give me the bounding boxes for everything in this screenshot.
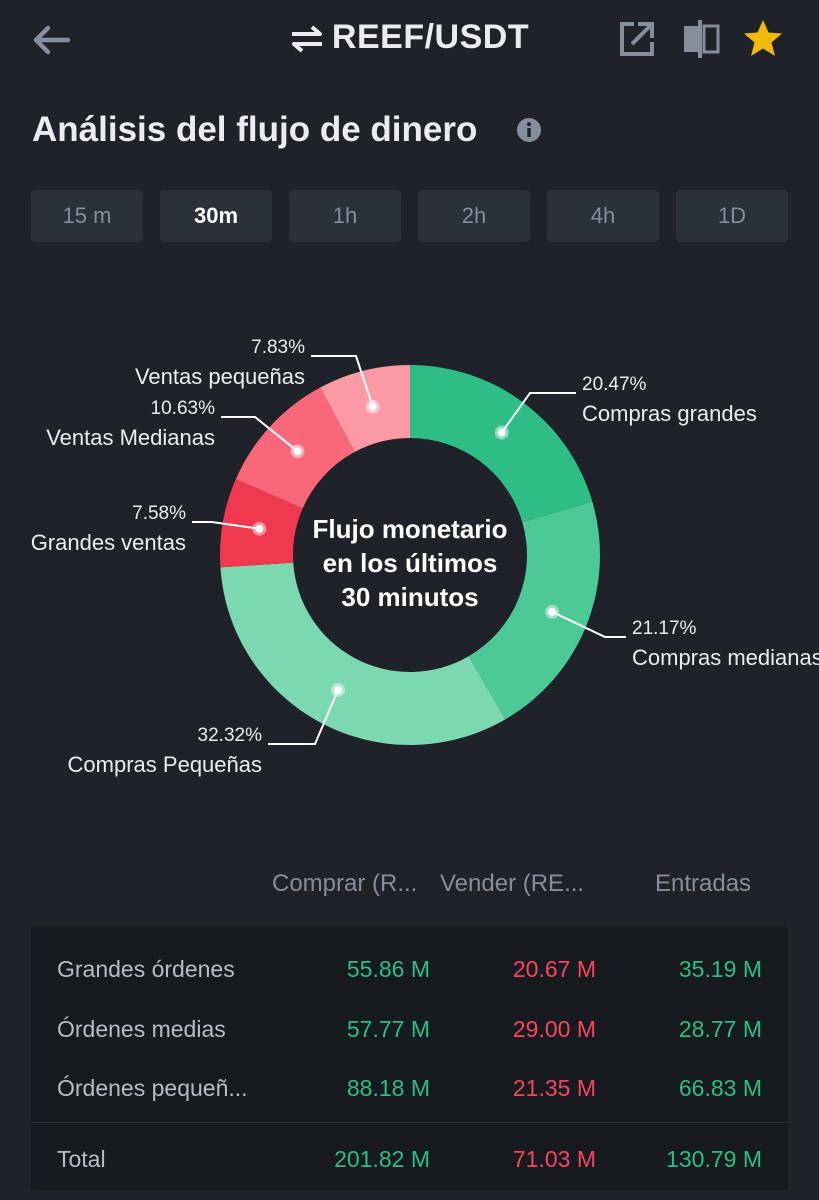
- row-buy: 57.77 M: [346, 1016, 430, 1042]
- tab-4h[interactable]: 4h: [547, 190, 659, 242]
- interval-tabs: 15 m 30m 1h 2h 4h 1D: [31, 190, 788, 242]
- slice-percent-label: 21.17%: [632, 618, 697, 639]
- donut-center-label: Flujo monetario en los últimos 30 minuto…: [290, 512, 530, 614]
- pair-title[interactable]: REEF/USDT: [0, 18, 819, 57]
- donut-slice[interactable]: [410, 365, 593, 523]
- slice-percent-label: 32.32%: [198, 725, 263, 746]
- tab-1d[interactable]: 1D: [676, 190, 788, 242]
- row-name: Órdenes pequeñ...: [57, 1075, 248, 1101]
- tab-2h[interactable]: 2h: [418, 190, 530, 242]
- total-buy: 201.82 M: [334, 1146, 430, 1172]
- slice-percent-label: 10.63%: [151, 398, 216, 419]
- pair-label: REEF/USDT: [331, 18, 530, 56]
- slice-marker: [293, 447, 302, 456]
- row-buy: 55.86 M: [346, 956, 430, 982]
- donut-slice[interactable]: [220, 562, 506, 745]
- row-name: Grandes órdenes: [57, 956, 235, 982]
- slice-leader-line: [311, 355, 374, 407]
- table-row: Órdenes pequeñ... 88.18 M 21.35 M 66.83 …: [31, 1069, 788, 1109]
- slice-percent-label: 7.58%: [132, 503, 186, 524]
- back-arrow-icon[interactable]: [28, 20, 72, 60]
- total-sell: 71.03 M: [512, 1146, 596, 1172]
- table-row: Grandes órdenes 55.86 M 20.67 M 35.19 M: [31, 950, 788, 990]
- center-line-1: Flujo monetario: [312, 514, 508, 544]
- slice-marker: [333, 685, 342, 694]
- col-header-sell[interactable]: Vender (RE...: [440, 870, 585, 897]
- compare-icon[interactable]: [682, 18, 720, 60]
- col-header-buy[interactable]: Comprar (R...: [272, 870, 418, 897]
- swap-icon: [291, 25, 322, 53]
- tab-1h[interactable]: 1h: [289, 190, 401, 242]
- col-header-net[interactable]: Entradas: [655, 870, 752, 897]
- slice-leader-line: [192, 521, 260, 530]
- row-sell: 21.35 M: [512, 1075, 596, 1101]
- tab-30m[interactable]: 30m: [160, 190, 272, 242]
- row-net: 28.77 M: [678, 1016, 762, 1042]
- donut-slice[interactable]: [468, 501, 600, 720]
- total-net: 130.79 M: [666, 1146, 762, 1172]
- donut-slice[interactable]: [220, 479, 303, 568]
- slice-name-label: Ventas pequeñas: [135, 364, 305, 389]
- slice-name-label: Compras medianas: [632, 645, 819, 670]
- slice-leader-line: [221, 416, 299, 453]
- row-buy: 88.18 M: [346, 1075, 430, 1101]
- slice-percent-label: 20.47%: [582, 374, 647, 395]
- row-net: 66.83 M: [678, 1075, 762, 1101]
- slice-marker: [497, 428, 506, 437]
- slice-name-label: Compras Pequeñas: [68, 752, 262, 777]
- page-title: Análisis del flujo de dinero: [32, 110, 478, 149]
- slice-leader-line: [551, 610, 626, 638]
- slice-marker: [368, 402, 377, 411]
- flow-table: Grandes órdenes 55.86 M 20.67 M 35.19 M …: [31, 926, 788, 1190]
- money-flow-donut-chart: 20.47% Compras grandes 21.17% Compras media…: [31, 337, 819, 777]
- slice-leader-line: [500, 392, 576, 434]
- total-name: Total: [57, 1146, 106, 1172]
- row-sell: 29.00 M: [512, 1016, 596, 1042]
- slice-name-label: Ventas Medianas: [46, 425, 215, 450]
- top-bar: REEF/USDT: [0, 0, 819, 80]
- info-icon[interactable]: [516, 117, 542, 143]
- slice-marker: [255, 524, 264, 533]
- favorite-star-icon[interactable]: [742, 18, 784, 60]
- share-icon[interactable]: [618, 20, 656, 58]
- center-line-2: en los últimos: [322, 548, 498, 578]
- donut-slice[interactable]: [235, 387, 355, 509]
- slice-leader-line: [268, 689, 339, 745]
- slice-name-label: Compras grandes: [582, 401, 757, 426]
- row-sell: 20.67 M: [512, 956, 596, 982]
- slice-name-label: Grandes ventas: [31, 530, 186, 555]
- donut-slice[interactable]: [320, 365, 410, 452]
- slice-marker: [548, 607, 557, 616]
- slice-percent-label: 7.83%: [251, 337, 305, 358]
- row-name: Órdenes medias: [57, 1016, 226, 1042]
- table-total-row: Total 201.82 M 71.03 M 130.79 M: [31, 1140, 788, 1180]
- row-net: 35.19 M: [678, 956, 762, 982]
- tab-15m[interactable]: 15 m: [31, 190, 143, 242]
- table-row: Órdenes medias 57.77 M 29.00 M 28.77 M: [31, 1010, 788, 1050]
- center-line-3: 30 minutos: [341, 582, 479, 612]
- table-divider: [31, 1122, 788, 1123]
